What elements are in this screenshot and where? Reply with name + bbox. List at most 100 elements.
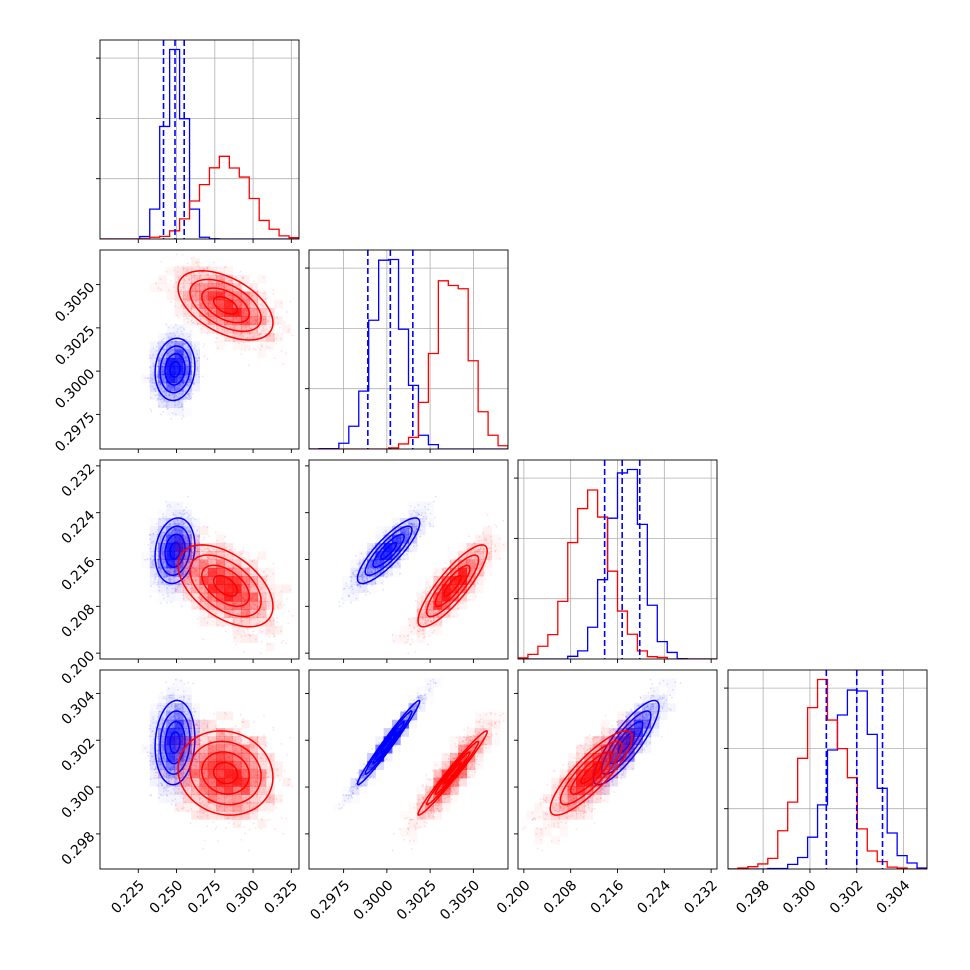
density-cell [191,366,200,375]
density-cell [240,617,250,627]
scatter-point [164,567,167,570]
scatter-point [196,290,199,292]
scatter-point [228,294,231,297]
scatter-point [162,378,165,381]
scatter-point [183,278,186,281]
scatter-point [184,302,186,305]
scatter-point [163,377,166,380]
scatter-point [190,308,193,311]
density-cell [274,600,283,610]
scatter-point [250,312,252,315]
scatter-point [157,358,160,361]
scatter-point [190,358,193,361]
scatter-point [180,523,182,526]
scatter-point [184,352,187,355]
scatter-point [190,344,193,346]
scatter-point [156,528,159,531]
scatter-point [182,286,184,289]
scatter-point [190,290,193,293]
scatter-point [184,538,187,540]
scatter-point [275,616,278,619]
density-cell [232,324,242,334]
scatter-point [187,393,190,396]
scatter-point [208,535,211,538]
scatter-point [160,553,163,556]
scatter-point [220,276,222,279]
scatter-point [173,551,175,554]
scatter-point [212,310,215,313]
scatter-point [191,345,193,348]
scatter-point [232,295,235,297]
scatter-point [207,280,210,283]
scatter-point [184,343,186,345]
scatter-point [162,555,165,558]
scatter-point [204,309,206,312]
scatter-point [209,280,212,283]
scatter-point [176,570,178,573]
scatter-point [180,573,183,576]
density-cell [174,374,184,384]
scatter-point [262,276,265,279]
scatter-point [234,275,237,278]
scatter-point [178,383,181,386]
scatter-point [158,405,161,407]
scatter-point [239,332,242,335]
scatter-point [172,513,175,516]
scatter-point [215,289,218,292]
scatter-point [160,260,163,263]
scatter-point [229,289,231,292]
scatter-point [182,267,185,270]
scatter-point [156,561,159,563]
scatter-point [171,529,174,532]
scatter-point [157,376,160,379]
density-cell [265,332,275,342]
contour-series-0 [154,337,196,402]
scatter-point [155,387,157,390]
scatter-point [170,531,173,534]
scatter-point [163,575,166,578]
scatter-point [194,295,197,298]
scatter-point [276,621,278,624]
scatter-point [164,360,167,363]
density-cell [249,308,259,317]
scatter-point [227,318,230,321]
scatter-point [161,400,163,403]
scatter-point [161,549,163,552]
scatter-point [153,581,156,584]
density-cell [240,332,250,342]
scatter-point [261,345,263,348]
scatter-point [185,527,188,530]
scatter-point [301,606,303,608]
scatter-point [181,523,184,526]
density-cell [257,291,267,301]
scatter-point [183,508,186,511]
density-cell [158,584,167,594]
scatter-point [158,518,161,521]
scatter-point [156,581,159,584]
density-cell [191,374,200,384]
scatter-point [196,539,199,542]
contour-series-1 [201,287,251,324]
scatter-point [258,318,261,320]
scatter-point [162,380,165,383]
scatter-point [180,605,183,608]
scatter-point [254,349,257,351]
density-cell [207,266,217,276]
scatter-point [151,377,154,380]
scatter-point [184,356,187,359]
scatter-point [219,319,222,321]
scatter-point [179,522,181,525]
scatter-point [228,297,231,299]
scatter-point [194,532,196,535]
density-cell [174,357,184,367]
scatter-point [288,610,290,613]
scatter-point [178,334,181,337]
scatter-point [205,318,208,321]
scatter-point [181,573,184,576]
scatter-point [168,584,171,587]
scatter-point [168,578,170,581]
scatter-point [158,380,161,383]
scatter-point [194,274,196,276]
scatter-point [246,331,249,334]
density-cell [265,642,275,652]
